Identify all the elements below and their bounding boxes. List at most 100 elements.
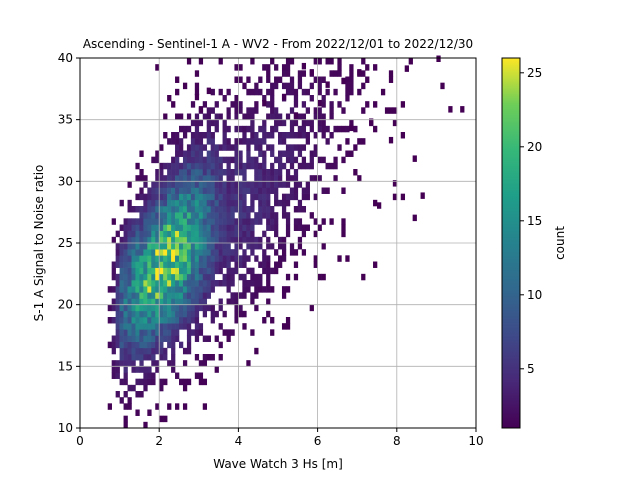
heatmap-cell xyxy=(206,212,211,219)
heatmap-cell xyxy=(258,76,263,83)
heatmap-cell xyxy=(175,132,180,139)
heatmap-cell xyxy=(349,70,354,77)
heatmap-cell xyxy=(127,317,132,324)
heatmap-cell xyxy=(139,187,144,194)
heatmap-cell xyxy=(151,372,156,379)
heatmap-cell xyxy=(278,132,283,139)
grid-lines xyxy=(80,58,476,428)
heatmap-cell xyxy=(226,156,231,164)
heatmap-cell xyxy=(226,335,231,342)
heatmap-cell xyxy=(171,292,176,299)
heatmap-cell xyxy=(171,169,176,176)
heatmap-cell xyxy=(131,243,136,250)
heatmap-cell xyxy=(258,273,263,281)
colorbar-frame xyxy=(501,57,521,429)
heatmap-cell xyxy=(222,187,227,194)
heatmap-cell xyxy=(242,286,247,293)
heatmap-cell xyxy=(131,366,136,373)
heatmap-cell xyxy=(186,218,192,225)
heatmap-cell xyxy=(246,138,251,145)
heatmap-cell xyxy=(159,169,164,176)
heatmap-cell xyxy=(230,144,235,151)
heatmap-cell xyxy=(210,193,215,201)
heatmap-cell xyxy=(143,230,148,238)
heatmap-cell xyxy=(333,70,338,77)
heatmap-cell xyxy=(111,335,116,342)
heatmap-cell xyxy=(289,88,295,96)
heatmap-cell xyxy=(123,347,128,355)
heatmap-cell xyxy=(179,273,184,281)
heatmap-cell xyxy=(206,292,211,299)
heatmap-cell xyxy=(214,169,219,176)
heatmap-cell xyxy=(115,261,120,268)
heatmap-cell xyxy=(143,206,148,213)
heatmap-cell xyxy=(274,107,279,114)
heatmap-cell xyxy=(198,58,204,65)
heatmap-cell xyxy=(325,138,330,145)
heatmap-cell xyxy=(175,162,180,170)
heatmap-cell xyxy=(127,218,132,225)
heatmap-cell xyxy=(119,286,124,293)
heatmap-cell xyxy=(143,236,148,244)
heatmap-cell xyxy=(123,304,128,312)
heatmap-cell xyxy=(274,76,279,83)
heatmap-cell xyxy=(198,255,204,262)
heatmap-cell xyxy=(186,323,192,330)
heatmap-cell xyxy=(198,249,204,256)
heatmap-cell xyxy=(182,384,188,392)
heatmap-cell xyxy=(270,132,275,139)
heatmap-cell xyxy=(179,224,184,231)
heatmap-cell xyxy=(353,169,358,176)
heatmap-cell xyxy=(131,280,136,287)
heatmap-cell xyxy=(440,82,445,90)
heatmap-cell xyxy=(246,236,251,244)
heatmap-cell xyxy=(254,107,259,114)
heatmap-cell xyxy=(194,286,200,293)
heatmap-cell xyxy=(242,162,247,170)
heatmap-cell xyxy=(151,193,156,201)
heatmap-cell xyxy=(246,206,251,213)
heatmap-cell xyxy=(163,267,168,275)
heatmap-cell xyxy=(179,169,184,176)
heatmap-cell xyxy=(198,304,204,312)
heatmap-cell xyxy=(179,113,184,120)
heatmap-cell xyxy=(270,101,275,108)
heatmap-cell xyxy=(206,255,211,262)
heatmap-cell xyxy=(171,286,176,293)
heatmap-cell xyxy=(281,181,287,188)
heatmap-cell xyxy=(186,267,192,275)
heatmap-cell xyxy=(246,224,251,231)
heatmap-cell xyxy=(179,212,184,219)
heatmap-cell xyxy=(135,243,140,250)
heatmap-cell xyxy=(155,286,160,293)
heatmap-cell xyxy=(250,298,255,305)
heatmap-cell xyxy=(127,397,132,404)
heatmap-cell xyxy=(250,107,255,114)
heatmap-cell xyxy=(186,243,192,250)
heatmap-cell xyxy=(171,366,176,373)
heatmap-cell xyxy=(143,286,148,293)
heatmap-cell xyxy=(313,132,318,139)
heatmap-cell xyxy=(139,261,144,268)
heatmap-cell xyxy=(119,354,124,361)
heatmap-cell xyxy=(175,144,180,151)
heatmap-cell xyxy=(139,230,144,238)
heatmap-cell xyxy=(190,286,196,293)
plot-area xyxy=(79,55,477,429)
heatmap-cell xyxy=(111,267,116,275)
heatmap-cell xyxy=(218,267,223,275)
heatmap-cell xyxy=(206,230,211,238)
heatmap-cell xyxy=(131,273,136,281)
heatmap-cell xyxy=(242,273,247,281)
heatmap-cell xyxy=(285,132,291,139)
heatmap-cell xyxy=(175,169,180,176)
heatmap-cell xyxy=(333,175,338,182)
heatmap-cell xyxy=(131,317,136,324)
heatmap-cell xyxy=(167,218,172,225)
heatmap-cell xyxy=(163,230,168,238)
heatmap-cell xyxy=(206,113,211,120)
heatmap-cell xyxy=(167,181,172,188)
heatmap-cell xyxy=(274,224,279,231)
heatmap-cell xyxy=(147,199,152,207)
heatmap-cell xyxy=(127,236,132,244)
